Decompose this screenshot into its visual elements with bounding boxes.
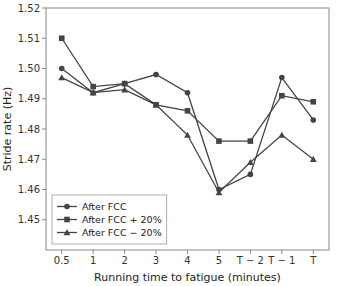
x-tick-label: 3	[153, 255, 159, 266]
x-tick	[187, 250, 188, 254]
point-marker	[248, 172, 254, 178]
legend-marker	[64, 204, 70, 210]
x-tick	[93, 250, 94, 254]
legend-box	[52, 195, 167, 244]
x-tick	[124, 250, 125, 254]
point-marker	[279, 93, 285, 99]
point-marker	[185, 108, 191, 114]
y-tick-label: 1.46	[18, 184, 40, 195]
point-marker	[90, 89, 97, 95]
y-tick	[42, 159, 46, 160]
point-marker	[153, 102, 159, 108]
point-marker	[59, 35, 65, 41]
y-tick	[42, 219, 46, 220]
x-tick-label: 5	[216, 255, 222, 266]
y-tick-label: 1.50	[18, 63, 40, 74]
y-tick-label: 1.47	[18, 154, 40, 165]
y-axis-label: Stride rate (Hz)	[1, 87, 14, 172]
point-marker	[216, 189, 223, 195]
point-marker	[121, 86, 128, 92]
x-tick-label: T − 2	[236, 255, 264, 266]
point-marker	[279, 75, 285, 81]
point-marker	[248, 138, 254, 144]
point-marker	[310, 156, 317, 162]
x-tick-label: T − 1	[267, 255, 295, 266]
series-line	[62, 78, 314, 193]
x-tick	[250, 250, 251, 254]
series-line	[62, 38, 314, 141]
legend: After FCC After FCC + 20% After FCC − 20%	[52, 195, 167, 244]
x-tick	[156, 250, 157, 254]
x-tick	[61, 250, 62, 254]
y-tick-label: 1.45	[18, 214, 40, 225]
y-tick-label: 1.52	[18, 3, 40, 14]
point-marker	[216, 138, 222, 144]
x-tick	[313, 250, 314, 254]
x-tick-label: T	[309, 255, 317, 266]
point-marker	[310, 117, 316, 123]
y-tick-label: 1.51	[18, 33, 40, 44]
plot-frame	[46, 8, 329, 250]
point-marker	[122, 81, 128, 87]
y-tick-label: 1.48	[18, 124, 40, 135]
legend-marker	[64, 229, 71, 235]
chart: 1.45 1.46 1.47 1.48 1.49 1.50 1.51 1.52 0.5 1 2 3 4 5…	[0, 0, 337, 286]
x-tick-label: 2	[121, 255, 127, 266]
legend-label: After FCC + 20%	[82, 214, 162, 225]
legend-marker	[64, 217, 70, 223]
point-marker	[184, 132, 191, 138]
point-marker	[122, 81, 128, 87]
x-tick-label: 0.5	[54, 255, 70, 266]
point-marker	[58, 74, 65, 80]
x-axis-label: Running time to fatigue (minutes)	[94, 271, 281, 284]
point-marker	[153, 101, 160, 107]
point-marker	[153, 72, 159, 78]
legend-label: After FCC	[82, 201, 127, 212]
y-tick	[42, 38, 46, 39]
x-tick	[281, 250, 282, 254]
point-marker	[247, 159, 254, 165]
y-tick	[42, 189, 46, 190]
plot-area	[58, 35, 316, 195]
point-marker	[185, 90, 191, 96]
point-marker	[310, 99, 316, 105]
y-tick	[42, 98, 46, 99]
x-tick-label: 4	[184, 255, 190, 266]
point-marker	[90, 84, 96, 90]
y-tick-label: 1.49	[18, 93, 40, 104]
legend-label: After FCC − 20%	[82, 227, 162, 238]
y-tick	[42, 8, 46, 9]
x-tick-label: 1	[90, 255, 96, 266]
y-tick	[42, 129, 46, 130]
point-marker	[59, 66, 65, 72]
y-tick	[42, 68, 46, 69]
point-marker	[278, 132, 285, 138]
x-tick	[218, 250, 219, 254]
